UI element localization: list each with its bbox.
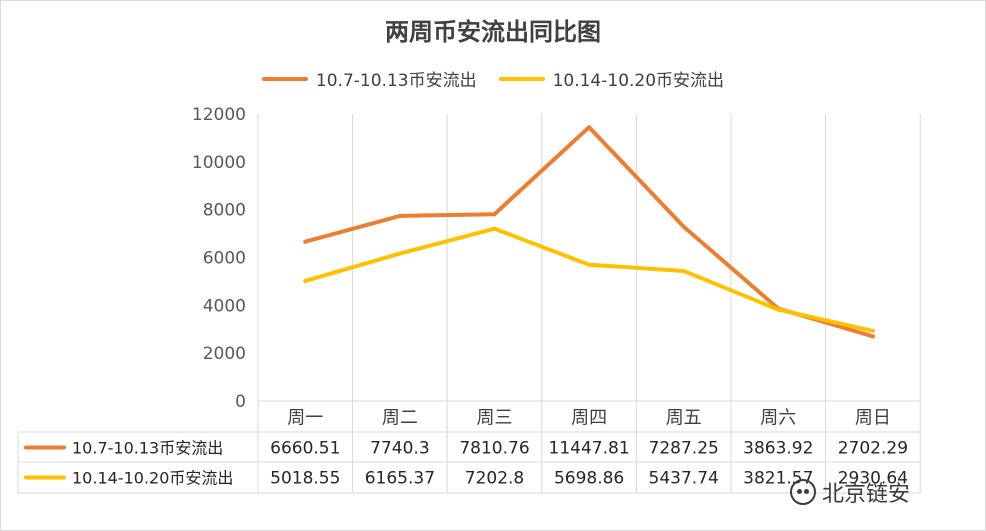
table-cell-value: 5437.74	[649, 469, 719, 489]
series-line-1	[303, 125, 875, 339]
y-tick-label: 0	[235, 392, 246, 412]
data-point	[492, 226, 497, 231]
table-cell-value: 2930.64	[838, 469, 908, 489]
data-point	[870, 328, 875, 333]
x-category-label: 周四	[571, 408, 607, 429]
table-cell-value: 11447.81	[549, 439, 630, 459]
data-point	[587, 125, 592, 130]
data-point	[492, 212, 497, 217]
legend-label-series-2: 10.14-10.20币安流出	[552, 71, 725, 91]
table-cell-value: 7810.76	[459, 439, 529, 459]
table-cell-value: 2702.29	[838, 439, 908, 459]
x-category-label: 周二	[382, 408, 418, 429]
data-point	[303, 239, 308, 244]
legend-label-series-1: 10.7-10.13币安流出	[315, 71, 477, 91]
chart-title: 两周币安流出同比图	[385, 18, 601, 46]
table-row-header: 10.7-10.13币安流出	[72, 439, 223, 458]
data-point	[870, 334, 875, 339]
table-cell-value: 3863.92	[743, 439, 813, 459]
y-tick-label: 8000	[203, 201, 246, 221]
data-point	[776, 307, 781, 312]
table-cell-value: 6660.51	[270, 439, 340, 459]
watermark: 北京链安	[790, 476, 910, 508]
x-category-label: 周日	[855, 408, 891, 429]
legend-item-series-1: 10.7-10.13币安流出	[261, 66, 477, 91]
table-cell-value: 7202.8	[465, 469, 524, 489]
x-category-label: 周一	[287, 408, 323, 429]
y-tick-label: 2000	[203, 344, 246, 364]
data-point	[587, 262, 592, 267]
table-cell-value: 7287.25	[649, 439, 719, 459]
y-tick-label: 6000	[203, 249, 246, 269]
y-tick-label: 4000	[203, 296, 246, 316]
data-point	[397, 213, 402, 218]
legend-swatch-series-1	[261, 76, 308, 81]
legend-swatch-series-2	[498, 76, 545, 81]
x-category-label: 周五	[666, 408, 702, 429]
y-tick-label: 10000	[192, 153, 246, 173]
table-cell-value: 5698.86	[554, 469, 624, 489]
table-cell-value: 7740.3	[370, 439, 429, 459]
series-line-2	[303, 226, 875, 333]
y-tick-label: 12000	[192, 105, 246, 125]
table-row-header: 10.14-10.20币安流出	[72, 469, 233, 488]
data-point	[303, 278, 308, 283]
table-cell-value: 6165.37	[365, 469, 435, 489]
x-category-label: 周三	[477, 408, 513, 429]
data-point	[681, 268, 686, 273]
data-point	[397, 251, 402, 256]
table-cell-value: 5018.55	[270, 469, 340, 489]
wechat-icon	[790, 479, 816, 505]
legend-item-series-2: 10.14-10.20币安流出	[498, 66, 725, 91]
legend: 10.7-10.13币安流出 10.14-10.20币安流出	[0, 66, 986, 91]
watermark-text: 北京链安	[822, 482, 911, 507]
x-category-label: 周六	[760, 408, 796, 429]
data-point	[681, 224, 686, 229]
